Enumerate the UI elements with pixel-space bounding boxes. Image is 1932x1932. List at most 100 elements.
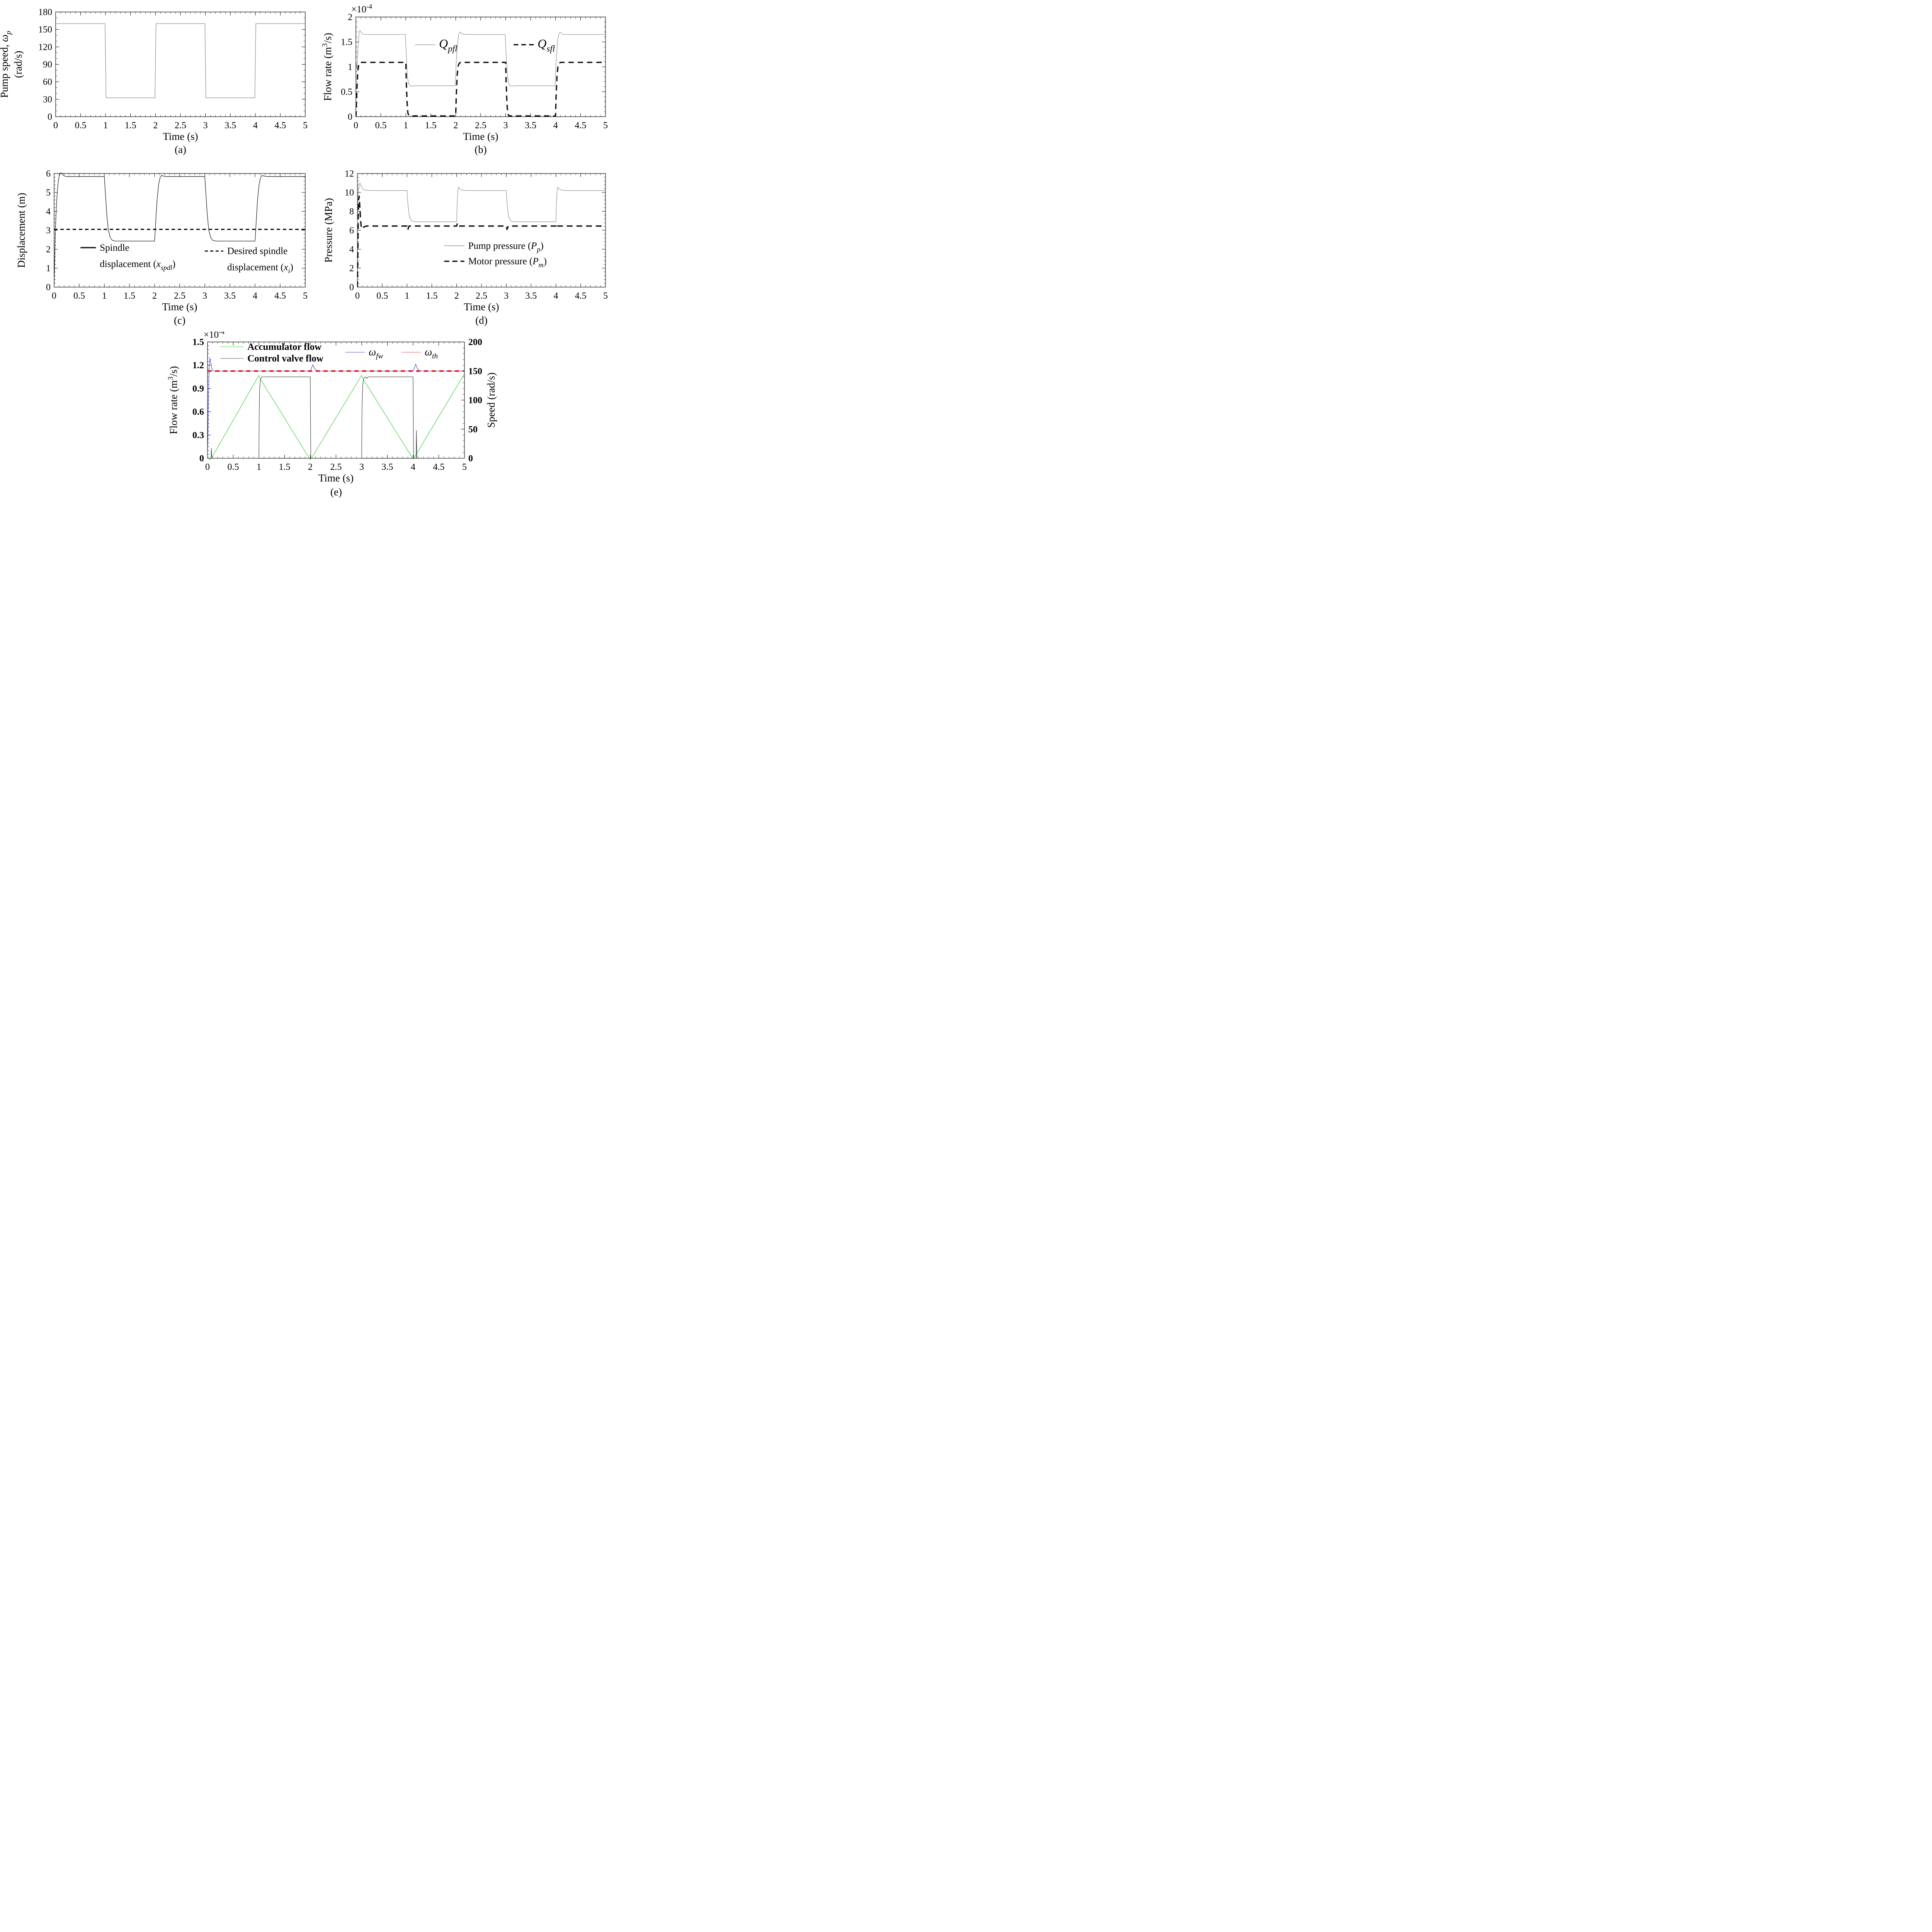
x-tick-label: 0.5	[228, 462, 239, 472]
x-tick-label: 1	[102, 291, 107, 301]
x-tick-label: 1.5	[124, 291, 135, 301]
right-axis-e: 0 50 100 150 200 Speed (rad/s)	[461, 337, 497, 464]
x-tick-label: 4	[253, 291, 257, 301]
x-tick-label: 3.5	[224, 121, 236, 131]
legend-desired-spindle-displacement-label: Desired spindle	[227, 246, 287, 257]
x-tick-label: 2	[152, 291, 157, 301]
y-tick-label: 0	[48, 112, 52, 122]
legend-q-sfl-label: Qsfl	[537, 37, 555, 54]
x-tick-label: 2	[454, 291, 459, 301]
x-tick-label: 1	[103, 121, 108, 131]
x-tick-label: 1.5	[425, 121, 437, 131]
caption-d: (d)	[475, 315, 488, 326]
q-pfl-curve	[355, 30, 605, 87]
y-tick-label: 5	[46, 188, 51, 198]
y-tick-label: 1.5	[341, 37, 352, 48]
y-tick-label: 2	[46, 245, 51, 255]
y-axis-c: 0 1 2 3 4 5 6	[46, 169, 305, 293]
axis-offset-label-e: ×10-4	[204, 332, 224, 340]
x-tick-label: 3.5	[525, 121, 536, 131]
x-tick-label: 1.5	[125, 121, 136, 131]
x-tick-label: 4.5	[575, 291, 587, 301]
right-tick-label: 0	[468, 454, 473, 464]
legend-spindle-displacement: Spindle displacement (xspdl)	[80, 243, 175, 271]
y-tick-label: 2	[349, 264, 354, 274]
right-tick-label: 100	[468, 396, 482, 406]
x-tick-label: 4	[553, 121, 558, 131]
omega-fw-curve	[207, 358, 464, 459]
chart-a-cell: 0 0.5 1 1.5 2 2.5 3 3.5 4 4.5 5 0 30 60 90 120 150 180 Pum…	[0, 0, 307, 166]
row-3: 0 0.5 1 1.5 2 2.5 3 3.5 4 4.5 5 0 0.3 0.6 0.9 1.2 1.5 0 50…	[0, 332, 614, 504]
chart-e: 0 0.5 1 1.5 2 2.5 3 3.5 4 4.5 500.30.60.91.21.5050…	[167, 332, 497, 484]
y-tick-label: 3	[46, 226, 51, 236]
legend-desired-spindle-displacement-label: displacement (xi)	[227, 262, 293, 275]
legend-control-valve-flow-label: Control valve flow	[247, 354, 323, 364]
x-tick-label: 1	[257, 462, 261, 472]
x-axis-e: 0 0.5 1 1.5 2 2.5 3 3.5 4 4.5 5	[205, 342, 467, 472]
legend-pump-pressure: Pump pressure (Pp)	[444, 241, 544, 253]
y-tick-label: 30	[43, 95, 52, 105]
x-axis-label-d: Time (s)	[464, 301, 499, 313]
legend-q-sfl: Qsfl	[514, 37, 555, 54]
x-tick-label: 0	[354, 121, 358, 131]
caption-e: (e)	[330, 486, 342, 498]
x-tick-label: 2.5	[476, 291, 487, 301]
x-tick-label: 2	[153, 121, 158, 131]
legend-q-pfl-label: Qpfl	[439, 37, 457, 54]
y-axis-label-a: (rad/s)	[12, 51, 24, 78]
x-tick-label: 4	[253, 121, 258, 131]
x-tick-label: 3	[202, 291, 207, 301]
x-tick-label: 0	[205, 462, 210, 472]
x-tick-label: 5	[303, 291, 307, 301]
legend-omega-fw-label: ωfw	[369, 346, 383, 361]
chart-d: 0 0.5 1 1.5 2 2.5 3 3.5 4 4.5 5 0 2 4 6 8 10 12 Pump press…	[323, 169, 608, 313]
pump-pressure-curve	[357, 182, 605, 226]
x-tick-label: 3.5	[382, 462, 393, 472]
legend-q-pfl: Qpfl	[415, 37, 457, 54]
x-tick-label: 3	[504, 291, 509, 301]
y-tick-label: 6	[46, 169, 51, 179]
x-tick-label: 1	[405, 291, 409, 301]
chart-a: 0 0.5 1 1.5 2 2.5 3 3.5 4 4.5 5 0 30 60 90 120 150 180 Pum…	[0, 7, 307, 142]
x-tick-label: 1.5	[279, 462, 291, 472]
x-axis-b: 0 0.5 1 1.5 2 2.5 3 3.5 4 4.5 5	[354, 17, 608, 131]
x-tick-label: 2.5	[175, 121, 186, 131]
chart-c: 0 0.5 1 1.5 2 2.5 3 3.5 4 4.5 5 0 1 2 3 4 5 6 Spindle displ…	[15, 169, 307, 313]
legend-omega-fw: ωfw	[345, 346, 383, 361]
y-tick-label: 4	[46, 207, 51, 217]
y-tick-label: 0	[199, 454, 204, 464]
x-axis-d: 0 0.5 1 1.5 2 2.5 3 3.5 4 4.5 5	[355, 173, 608, 301]
motor-pressure-curve	[357, 196, 605, 287]
x-tick-label: 4	[554, 291, 558, 301]
x-tick-label: 2	[453, 121, 458, 131]
legend-desired-spindle-displacement: Desired spindle displacement (xi)	[205, 246, 293, 275]
chart-b-cell: 0 0.5 1 1.5 2 2.5 3 3.5 4 4.5 5 0 0.5 1 1.5 2 Qpfl Qsfl Fl…	[307, 0, 614, 166]
x-tick-label: 2.5	[174, 291, 185, 301]
y-tick-label: 0.3	[192, 430, 204, 440]
y-tick-label: 150	[38, 25, 52, 35]
row-2: 0 0.5 1 1.5 2 2.5 3 3.5 4 4.5 5 0 1 2 3 4 5 6 Spindle displ…	[0, 166, 614, 332]
x-tick-label: 4.5	[274, 291, 286, 301]
y-tick-label: 1.2	[192, 361, 204, 371]
axes-box-b	[355, 17, 606, 117]
x-tick-label: 2	[308, 462, 313, 472]
chart-b: 0 0.5 1 1.5 2 2.5 3 3.5 4 4.5 5 0 0.5 1 1.5 2 Qpfl Qsfl Fl…	[321, 3, 608, 143]
legend-spindle-displacement-label: Spindle	[100, 243, 129, 253]
y-tick-label: 1	[46, 264, 51, 274]
x-tick-label: 0	[355, 291, 360, 301]
x-axis-label-a: Time (s)	[163, 131, 198, 142]
y-tick-label: 0.5	[341, 87, 352, 97]
y-tick-label: 180	[38, 7, 52, 17]
control-valve-flow-curve	[207, 376, 464, 459]
y-tick-label: 1.5	[192, 337, 204, 347]
x-tick-label: 2.5	[475, 121, 486, 131]
legend-motor-pressure-label: Motor pressure (Pm)	[468, 256, 547, 269]
legend-accumulator-flow: Accumulator flow	[220, 342, 321, 352]
q-sfl-curve	[355, 61, 605, 117]
legend-motor-pressure: Motor pressure (Pm)	[444, 256, 547, 269]
x-tick-label: 0	[53, 121, 58, 131]
y-axis-d: 0 2 4 6 8 10 12	[345, 169, 605, 293]
y-tick-label: 90	[43, 60, 52, 70]
right-tick-label: 200	[468, 337, 482, 347]
row-1: 0 0.5 1 1.5 2 2.5 3 3.5 4 4.5 5 0 30 60 90 120 150 180 Pum…	[0, 0, 614, 166]
